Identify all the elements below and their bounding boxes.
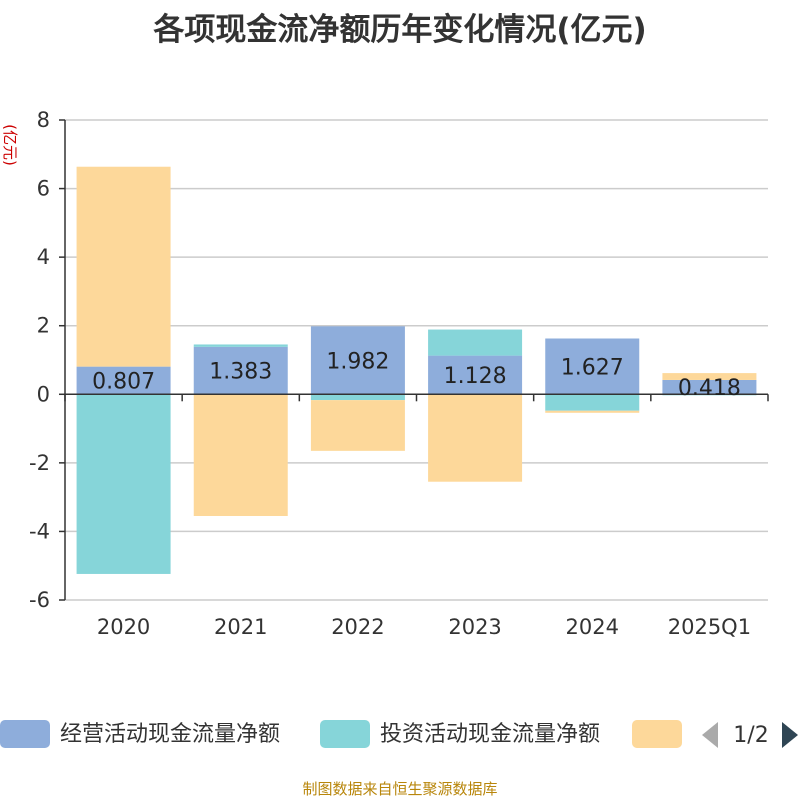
x-tick-label: 2024 [566, 615, 619, 639]
bars [76, 166, 757, 574]
bar-financing-2020 [76, 166, 171, 367]
y-axis-label: (亿元) [1, 124, 19, 166]
data-label: 0.807 [92, 369, 155, 394]
data-label: 1.982 [326, 349, 389, 374]
x-tick-label: 2021 [214, 615, 267, 639]
bar-financing-2021 [193, 394, 288, 516]
legend-label: 经营活动现金流量净额 [60, 722, 281, 747]
x-tick-label: 2025Q1 [668, 615, 751, 639]
data-label: 1.128 [444, 364, 507, 389]
bar-investing-2024 [545, 394, 640, 411]
x-tick-label: 2022 [331, 615, 384, 639]
data-label: 0.418 [678, 376, 741, 401]
data-source-footer: 制图数据来自恒生聚源数据库 [302, 780, 498, 798]
y-tick-label: 0 [37, 382, 50, 406]
bar-financing-2022 [310, 400, 405, 451]
legend-swatch [320, 720, 370, 748]
legend-swatch [632, 720, 682, 748]
bar-operating-2024 [545, 338, 640, 395]
bar-financing-2024 [545, 410, 640, 413]
bar-investing-2020 [76, 394, 171, 574]
bar-operating-2022 [310, 326, 405, 395]
legend-label: 投资活动现金流量净额 [380, 722, 601, 747]
bar-financing-2025Q1 [662, 373, 757, 380]
legend-page-number: 1/2 [733, 723, 768, 748]
chart-title: 各项现金流净额历年变化情况(亿元) [153, 12, 647, 48]
bar-operating-2020 [76, 366, 171, 395]
stacked-bar-chart: -6 -4 -2 0 2 4 6 8 2020 2021 2022 2023 2024 2025Q1 0.… [1, 108, 769, 639]
bar-investing-2021 [193, 344, 288, 347]
y-tick-label: 2 [37, 314, 50, 338]
data-label: 1.627 [561, 355, 624, 380]
y-tick-label: 8 [37, 108, 50, 132]
x-tick-label: 2020 [97, 615, 150, 639]
bar-operating-2025Q1 [662, 379, 757, 395]
bar-financing-2023 [428, 394, 523, 482]
y-tick-label: -6 [29, 588, 50, 612]
legend-swatch [0, 720, 50, 748]
data-labels: 0.807 1.383 1.982 1.128 1.627 0.418 [92, 349, 741, 401]
bar-investing-2023 [428, 329, 523, 356]
legend-pager: 1/2 [698, 718, 800, 752]
axes: -6 -4 -2 0 2 4 6 8 2020 2021 2022 2023 2024 2025Q1 [29, 108, 769, 639]
bar-operating-2021 [193, 346, 288, 395]
prev-page-icon[interactable] [702, 722, 718, 748]
bar-investing-2022 [310, 394, 405, 401]
y-tick-label: 4 [37, 245, 50, 269]
y-tick-label: 6 [37, 177, 50, 201]
y-tick-label: -2 [29, 451, 50, 475]
y-tick-label: -4 [29, 519, 50, 543]
data-label: 1.383 [209, 360, 272, 385]
next-page-icon[interactable] [782, 722, 798, 748]
bar-operating-2023 [428, 355, 523, 395]
x-tick-label: 2023 [448, 615, 501, 639]
